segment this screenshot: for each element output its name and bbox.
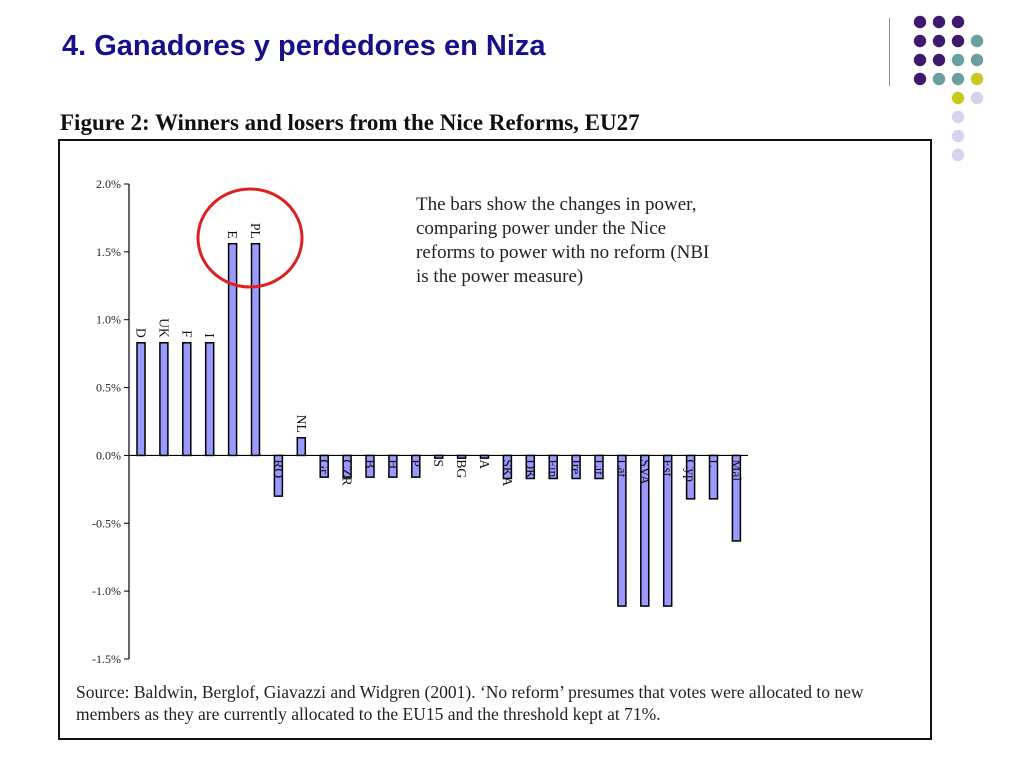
bar-lat <box>617 454 627 607</box>
bar-label-a: A <box>477 459 492 469</box>
bar-fin <box>548 454 558 480</box>
y-tick-label: 0.0% <box>96 448 121 462</box>
slide-title: 4. Ganadores y perdedores en Niza <box>62 30 546 62</box>
dot <box>951 148 965 162</box>
bar-czr <box>342 454 352 478</box>
figure-box: 2.0% 1.5% 1.0% 0.5% 0.0% -0.5% -1.0% -1.5% D UK F… <box>58 139 932 740</box>
bar-label-lat: Lat <box>614 459 629 477</box>
bar-ire <box>571 454 581 480</box>
bar-label-d: D <box>134 328 149 338</box>
y-tick-label: 1.5% <box>96 245 121 259</box>
dot <box>951 53 965 67</box>
bar-ro <box>273 454 284 497</box>
y-tick-label: 2.0% <box>96 177 121 191</box>
chart-annotation: The bars show the changes in power, comp… <box>416 194 710 287</box>
bar-dk <box>525 454 536 480</box>
bar-label-cyp: Cyp <box>683 459 698 482</box>
bar-label-e: E <box>225 230 240 238</box>
dot <box>932 53 946 67</box>
dot <box>913 34 927 48</box>
bar-mal <box>731 454 742 542</box>
bar-l <box>708 454 719 500</box>
bar-label-b: B <box>363 459 378 468</box>
dot <box>951 91 965 105</box>
bar-label-pl: PL <box>248 223 263 239</box>
dot <box>951 110 965 124</box>
red-circle-highlight-icon <box>196 187 304 289</box>
dot <box>951 34 965 48</box>
bar-gr <box>319 454 329 478</box>
bar-h <box>388 454 398 478</box>
y-tick-label: 1.0% <box>96 313 121 327</box>
bar-uk <box>159 342 169 457</box>
bar-ska <box>502 454 513 480</box>
bar-chart: 2.0% 1.5% 1.0% 0.5% 0.0% -0.5% -1.0% -1.5% D UK F… <box>92 177 748 666</box>
bar-label-czr: CZR <box>340 459 355 485</box>
bar-label-s: S <box>431 459 446 467</box>
bar-label-mal: Mal <box>729 459 744 481</box>
bar-label-p: P <box>408 459 423 467</box>
bar-i <box>204 342 215 457</box>
bar-label-est: Est <box>660 459 675 477</box>
bar-label-lit: Lit <box>592 459 607 475</box>
y-tick-label: 0.5% <box>96 381 121 395</box>
dot <box>970 53 984 67</box>
dot <box>951 72 965 86</box>
bar-label-ska: SKA <box>500 459 515 486</box>
dot <box>913 72 927 86</box>
bar-cyp <box>685 454 696 500</box>
bar-label-sva: SVA <box>637 459 652 485</box>
bar-s <box>433 454 444 459</box>
dot <box>951 15 965 29</box>
dot <box>932 15 946 29</box>
bar-bg <box>456 454 467 459</box>
figure-caption: Figure 2: Winners and losers from the Ni… <box>60 110 640 135</box>
dot <box>932 34 946 48</box>
bar-label-ro: RO <box>271 459 286 478</box>
bar-d <box>136 342 146 457</box>
bar-label-uk: UK <box>156 318 171 338</box>
dot <box>913 53 927 67</box>
dot <box>970 72 984 86</box>
bar-label-h: H <box>385 459 400 469</box>
bar-label-nl: NL <box>294 415 309 433</box>
dot-grid-icon <box>913 15 984 162</box>
bar-label-i: I <box>202 333 217 338</box>
bar-label-l: L <box>706 459 721 467</box>
bar-label-gr: Gr <box>317 459 332 474</box>
bar-label-bg: BG <box>454 459 469 478</box>
dot <box>970 91 984 105</box>
figure-source: Source: Baldwin, Berglof, Giavazzi and W… <box>76 682 864 724</box>
y-tick-label: -0.5% <box>92 516 121 530</box>
title-divider <box>889 18 890 86</box>
bar-label-dk: DK <box>523 459 538 479</box>
bar-pl <box>250 242 261 457</box>
bar-label-f: F <box>179 330 194 338</box>
dot <box>970 34 984 48</box>
bar-b <box>365 454 375 478</box>
y-tick-label: -1.5% <box>92 652 121 666</box>
bar-f <box>182 342 192 457</box>
bar-est <box>662 454 673 607</box>
bar-e <box>227 242 238 457</box>
bar-a <box>479 454 490 459</box>
bars <box>136 242 742 607</box>
bar-labels: D UK F I E PL RO NL Gr CZR B H P S BG A SKA DK Fin Ire Lit La… <box>134 223 744 487</box>
bar-p <box>411 454 421 478</box>
bar-label-ire: Ire <box>569 459 584 474</box>
bar-label-fin: Fin <box>546 459 561 477</box>
bar-nl <box>296 437 307 457</box>
bar-sva <box>640 454 650 607</box>
y-tick-label: -1.0% <box>92 584 121 598</box>
dot <box>932 72 946 86</box>
dot <box>951 129 965 143</box>
dot <box>913 15 927 29</box>
bar-lit <box>594 454 604 480</box>
